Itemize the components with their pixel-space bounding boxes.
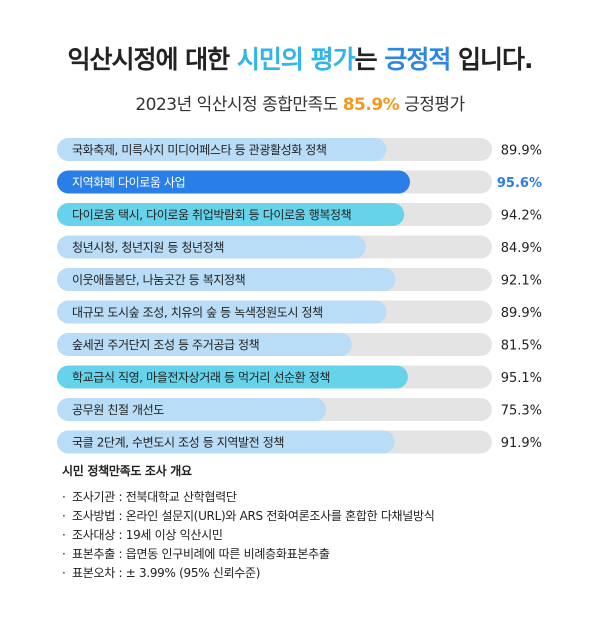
survey-overview: 시민 정책만족도 조사 개요 · 조사기관 : 전북대학교 산학협력단 · 조사방법 … <box>62 462 582 583</box>
page-subtitle: 2023년 익산시정 종합만족도 85.9% 긍정평가 <box>0 90 600 115</box>
title-highlight-citizen: 시민의 평가 <box>236 45 356 74</box>
bullet-icon: · <box>62 547 66 561</box>
bar-category-label-9: 국클 2단계, 수변도시 조성 등 지역발전 정책 <box>72 435 284 450</box>
bar-value-label-5: 89.9% <box>501 306 542 321</box>
survey-item-3: · 표본추출 : 읍면동 인구비례에 따른 비례층화표본추출 <box>62 545 582 564</box>
survey-item-text: 조사기관 : 전북대학교 산학협력단 <box>72 490 237 504</box>
bar-7 <box>57 365 408 389</box>
survey-item-1: · 조사방법 : 온라인 설문지(URL)와 ARS 전화여론조사를 혼합한 다채… <box>62 507 582 526</box>
bar-value-label-3: 84.9% <box>501 241 542 256</box>
survey-item-2: · 조사대상 : 19세 이상 익산시민 <box>62 526 582 545</box>
bar-3 <box>57 235 366 259</box>
bar-0 <box>57 138 387 161</box>
bar-value-label-1: 95.6% <box>497 176 542 191</box>
survey-item-text: 조사대상 : 19세 이상 익산시민 <box>72 528 223 542</box>
bullet-icon: · <box>62 566 66 580</box>
subtitle-part-a: 2023년 익산시정 종합만족도 <box>135 95 343 115</box>
satisfaction-bar-chart: 국화축제, 미륵사지 미디어페스타 등 관광활성화 정책 89.9% 지역화폐 다이… <box>57 138 542 454</box>
bar-value-label-4: 92.1% <box>501 274 542 289</box>
bar-category-label-0: 국화축제, 미륵사지 미디어페스타 등 관광활성화 정책 <box>72 142 327 157</box>
bar-value-label-0: 89.9% <box>501 144 542 159</box>
bar-6 <box>57 333 352 356</box>
bar-9 <box>57 430 395 454</box>
bar-category-label-2: 다이로움 택시, 다이로움 취업박람회 등 다이로움 행복정책 <box>72 207 351 222</box>
bullet-icon: · <box>62 490 66 504</box>
overall-satisfaction-value: 85.9% <box>342 95 400 115</box>
bullet-icon: · <box>62 509 66 523</box>
bar-5 <box>57 300 387 324</box>
survey-item-0: · 조사기관 : 전북대학교 산학협력단 <box>62 488 582 507</box>
survey-heading: 시민 정책만족도 조사 개요 <box>62 464 192 478</box>
survey-item-text: 표본오차 : ± 3.99% (95% 신뢰수준) <box>72 566 261 580</box>
bar-category-label-7: 학교급식 직영, 마을전자상거래 등 먹거리 선순환 정책 <box>72 370 330 385</box>
survey-items: · 조사기관 : 전북대학교 산학협력단 · 조사방법 : 온라인 설문지(URL)와… <box>62 488 582 583</box>
bar-category-label-5: 대규모 도시숲 조성, 치유의 숲 등 녹색정원도시 정책 <box>72 305 323 320</box>
survey-item-text: 조사방법 : 온라인 설문지(URL)와 ARS 전화여론조사를 혼합한 다채널… <box>72 509 435 523</box>
title-highlight-positive: 긍정적 <box>384 45 451 74</box>
bar-category-label-4: 이웃애돌봄단, 나눔곳간 등 복지정책 <box>72 272 245 287</box>
bar-1 <box>57 170 410 194</box>
bar-value-label-6: 81.5% <box>501 339 542 354</box>
bar-category-label-1: 지역화폐 다이로움 사업 <box>72 176 185 190</box>
bar-8 <box>57 398 327 421</box>
bar-2 <box>57 203 405 226</box>
page-title: 익산시정에 대한 시민의 평가는 긍정적 입니다. <box>0 40 600 76</box>
bar-4 <box>57 268 396 291</box>
bar-value-label-7: 95.1% <box>501 371 542 386</box>
subtitle-part-b: 긍정평가 <box>399 95 465 115</box>
bar-category-label-6: 숲세권 주거단지 조성 등 주거공급 정책 <box>72 337 259 352</box>
bar-value-label-8: 75.3% <box>501 404 542 419</box>
bar-category-label-3: 청년시청, 청년지원 등 청년정책 <box>72 240 224 255</box>
bar-category-label-8: 공무원 친절 개선도 <box>72 403 164 417</box>
bar-value-label-2: 94.2% <box>501 209 542 224</box>
bar-value-label-9: 91.9% <box>501 436 542 451</box>
survey-item-text: 표본추출 : 읍면동 인구비례에 따른 비례층화표본추출 <box>72 547 330 561</box>
title-part-e: 입니다. <box>450 45 534 74</box>
bullet-icon: · <box>62 528 66 542</box>
title-part-a: 익산시정에 대한 <box>67 45 237 74</box>
survey-item-4: · 표본오차 : ± 3.99% (95% 신뢰수준) <box>62 564 582 583</box>
title-part-c: 는 <box>354 45 385 74</box>
